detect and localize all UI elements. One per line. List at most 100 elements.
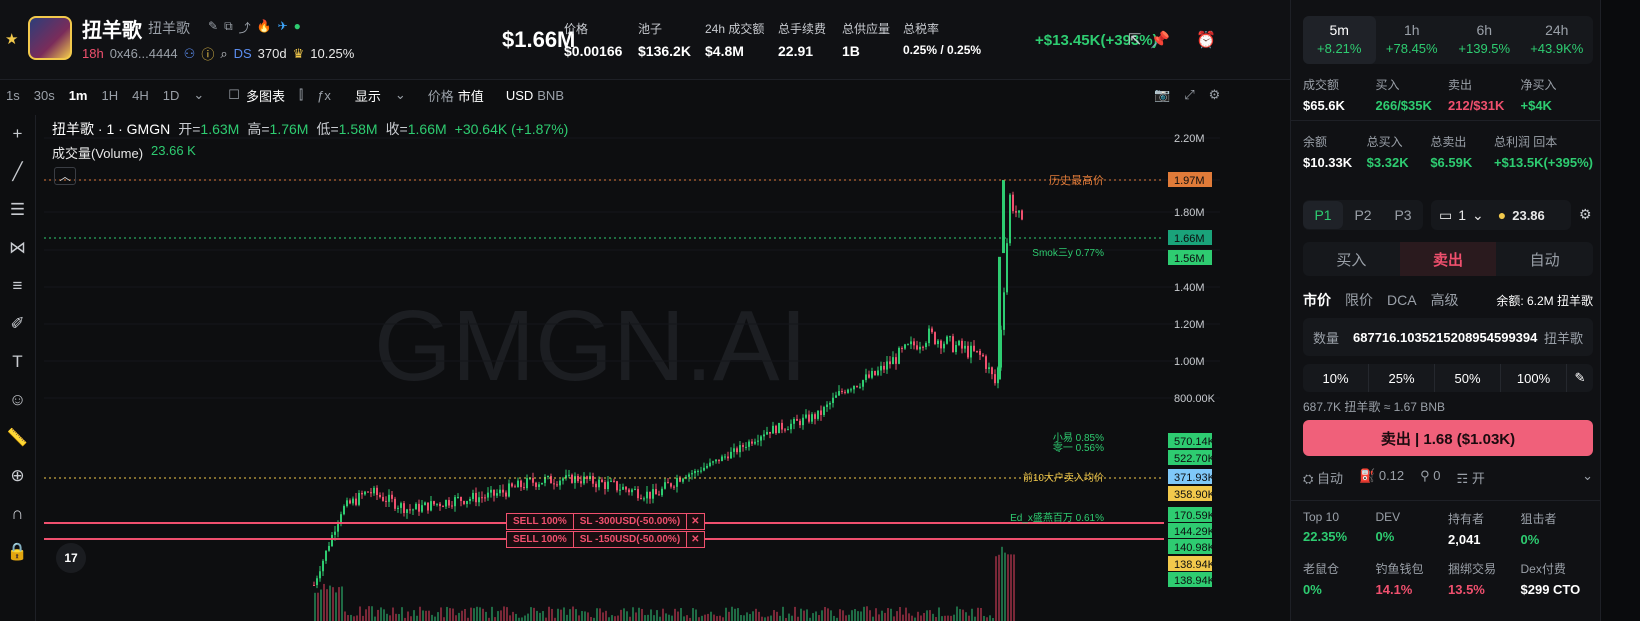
camera-icon[interactable]: 📷 (1154, 87, 1171, 102)
price-chart[interactable]: GMGN.AI 历史最高价 Smok三y 0.77% 小易 0.85% 零一 0.56… (44, 115, 1220, 621)
timeframe-1h[interactable]: 1h +78.45% (1385, 22, 1438, 56)
sell-button[interactable]: 卖出 | 1.68 ($1.03K) (1303, 420, 1593, 456)
interval-30s[interactable]: 30s (33, 87, 55, 103)
edit-icon[interactable]: ✎ (208, 19, 219, 33)
chevron-down-icon[interactable]: ⌄ (193, 87, 205, 102)
order-dca[interactable]: DCA (1387, 292, 1417, 308)
pct-50-button[interactable]: 50% (1435, 364, 1501, 392)
magnet-icon[interactable]: ∩ (11, 504, 24, 523)
tab-buy[interactable]: 买入 (1336, 251, 1367, 269)
preset-p3[interactable]: P3 (1394, 207, 1412, 223)
amount-value[interactable]: 687716.1035215208954599394 (1353, 329, 1538, 345)
balrow-cell: 余额 $10.33K (1303, 135, 1353, 170)
interval-1h[interactable]: 1H (101, 87, 119, 103)
chevron-down-icon[interactable]: ⌄ (1582, 468, 1593, 483)
volume-bar (593, 617, 595, 621)
pct-100-button[interactable]: 100% (1501, 364, 1567, 392)
candle (784, 429, 786, 431)
order-market[interactable]: 市价 (1303, 292, 1331, 308)
indicators-icon[interactable]: ƒx (317, 87, 331, 103)
fib-icon[interactable]: ≡ (12, 276, 23, 295)
alarm-icon[interactable]: ⏰ (1196, 32, 1216, 49)
pattern-icon[interactable]: ⋈ (9, 238, 26, 257)
tab-sell[interactable]: 卖出 (1399, 242, 1497, 276)
mev-option[interactable]: ☶ 开 (1456, 471, 1485, 486)
side-edge (1600, 0, 1640, 621)
collapse-legend-button[interactable]: ︿ (54, 167, 76, 185)
volume-bar (728, 611, 730, 621)
multi-chart-checkbox[interactable]: ☐ (228, 87, 240, 102)
interval-1d[interactable]: 1D (162, 87, 180, 103)
preset-p2[interactable]: P2 (1354, 207, 1372, 223)
candle (481, 497, 483, 499)
pct-10-button[interactable]: 10% (1303, 364, 1369, 392)
candle (814, 414, 816, 419)
order-line-1[interactable]: SELL 100% SL -150USD(-50.00%) ✕ (506, 531, 705, 548)
bnb-toggle[interactable]: BNB (537, 87, 564, 103)
amount-field[interactable]: 数量 687716.1035215208954599394 扭羊歌 (1303, 318, 1593, 356)
trendline-icon[interactable]: ╱ (12, 162, 23, 181)
volume-bar (422, 610, 424, 621)
interval-4h[interactable]: 4H (132, 87, 149, 103)
candle (994, 374, 996, 384)
settings-gear-icon[interactable]: ⚙ (1579, 206, 1592, 222)
priority-option[interactable]: ⚲ 0 (1420, 468, 1441, 483)
crosshair-icon[interactable]: + (12, 124, 23, 143)
volume-bar (800, 608, 802, 621)
volume-bar (461, 610, 463, 621)
external-link-icon[interactable]: ⇱ (1128, 32, 1142, 49)
order-line-0[interactable]: SELL 100% SL -300USD(-50.00%) ✕ (506, 513, 705, 530)
tab-auto[interactable]: 自动 (1529, 251, 1560, 269)
ruler-icon[interactable]: 📏 (6, 428, 29, 447)
candle (616, 481, 618, 491)
volume-bar (524, 615, 526, 621)
order-advanced[interactable]: 高级 (1430, 292, 1459, 308)
volume-bar (866, 606, 868, 621)
usd-toggle[interactable]: USD (505, 87, 534, 103)
volume-bar (848, 614, 850, 621)
pin-icon[interactable]: 📌 (1150, 32, 1170, 49)
multi-chart-label[interactable]: 多图表 (245, 88, 285, 104)
contract-address[interactable]: 0x46...4444 (109, 46, 178, 61)
volume-bar (434, 616, 436, 621)
candle (889, 361, 891, 365)
pct-25-button[interactable]: 25% (1369, 364, 1435, 392)
edit-icon[interactable]: ✎ (1574, 370, 1586, 385)
telegram-icon[interactable]: ✈ (277, 19, 288, 33)
candle (637, 489, 639, 499)
lock-icon[interactable]: 🔒 (6, 542, 29, 561)
favorite-star-icon[interactable]: ★ (5, 31, 19, 48)
timeframe-5m[interactable]: 5m +8.21% (1303, 16, 1376, 64)
share-icon[interactable]: ⤴ (238, 21, 251, 35)
volume-bar (719, 615, 721, 621)
auto-option[interactable]: ⛭ 自动 (1303, 471, 1344, 486)
zoom-in-icon[interactable]: ⊕ (10, 466, 25, 485)
slippage-option[interactable]: ⛽ 0.12 (1359, 468, 1405, 483)
candle (817, 410, 819, 419)
text-icon[interactable]: T (12, 352, 23, 371)
wallet-selector[interactable]: ▭ 1 ⌄ ● 23.86 (1431, 200, 1571, 230)
search-icon[interactable]: ⌕ (220, 45, 228, 61)
brush-icon[interactable]: ✐ (10, 314, 25, 333)
website-icon[interactable]: ● (293, 19, 301, 33)
interval-1m[interactable]: 1m (68, 87, 88, 103)
interval-1s[interactable]: 1s (6, 87, 20, 103)
emoji-icon[interactable]: ☺ (8, 390, 27, 409)
candle (796, 418, 798, 421)
settings-gear-icon[interactable]: ⚙ (1208, 87, 1221, 102)
fullscreen-icon[interactable]: ⤢ (1184, 87, 1195, 102)
volume-bar (440, 607, 442, 621)
preset-p1[interactable]: P1 (1303, 201, 1343, 229)
candle-type-icon[interactable]: ⫿ (298, 87, 304, 102)
display-menu[interactable]: 显示 (354, 88, 381, 104)
volume-bar (335, 592, 337, 621)
price-toggle[interactable]: 价格 (427, 88, 454, 104)
timeframe-24h[interactable]: 24h +43.9K% (1530, 22, 1584, 56)
timeframe-6h[interactable]: 6h +139.5% (1458, 22, 1511, 56)
chevron-down-icon[interactable]: ⌄ (394, 87, 406, 102)
order-limit[interactable]: 限价 (1345, 292, 1373, 308)
drawing-tools: + ╱ ☰ ⋈ ≡ ✐ T ☺ 📏 ⊕ ∩ 🔒 (0, 115, 36, 621)
mcap-toggle[interactable]: 市值 (457, 88, 484, 104)
copy-icon[interactable]: ⧉ (224, 19, 233, 33)
hlines-icon[interactable]: ☰ (9, 200, 26, 219)
